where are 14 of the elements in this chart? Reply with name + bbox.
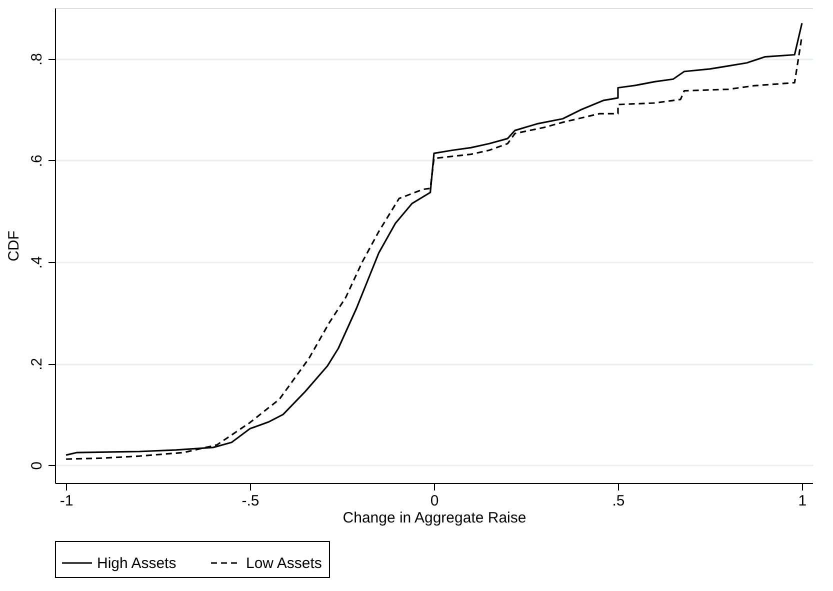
- legend-label: High Assets: [97, 555, 176, 572]
- y-axis-title: CDF: [6, 230, 22, 262]
- x-tick-label: -.5: [242, 492, 260, 510]
- y-tick-label: .8: [28, 53, 46, 66]
- x-tick-label: -1: [60, 492, 74, 510]
- y-tick-label: 0: [28, 462, 46, 470]
- legend-label: Low Assets: [246, 555, 322, 572]
- y-tick-label: .6: [28, 154, 46, 168]
- x-tick-label: 0: [430, 492, 439, 510]
- x-tick-label: .5: [612, 492, 625, 510]
- y-tick-label: .4: [28, 256, 46, 269]
- y-tick-label: .2: [28, 358, 46, 370]
- x-tick-label: 1: [798, 492, 807, 510]
- x-axis-title: Change in Aggregate Raise: [342, 510, 526, 526]
